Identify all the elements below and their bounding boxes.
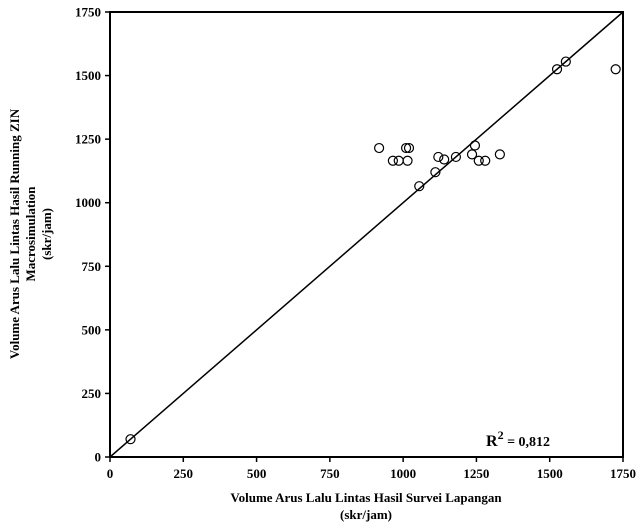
y-tick-label: 500	[82, 322, 102, 337]
data-point	[433, 151, 444, 163]
y-tick-label: 1000	[75, 195, 101, 210]
r-squared-annotation: R2 = 0,812	[486, 428, 550, 450]
data-point	[439, 154, 450, 165]
data-point	[450, 151, 462, 163]
plot-frame	[109, 11, 624, 458]
data-point	[560, 56, 571, 67]
data-point	[402, 155, 413, 166]
y-tick-label: 750	[82, 259, 102, 274]
y-axis-title-line-1: Volume Arus Lalu Lintas Hasil Running ZI…	[7, 108, 22, 359]
x-tick-label: 500	[247, 466, 267, 481]
y-axis-title-line-2: Macrosimulation	[23, 186, 38, 282]
data-point	[400, 142, 412, 154]
x-tick-label: 1250	[463, 466, 489, 481]
data-point	[610, 64, 621, 75]
data-point	[469, 140, 481, 151]
y-axis-ticks: 0 250 500 750 1000 1250 1500 1750	[75, 5, 110, 465]
r-squared-value: = 0,812	[504, 435, 550, 450]
x-tick-label: 1500	[537, 466, 563, 481]
data-point	[480, 155, 491, 166]
data-point	[473, 155, 484, 166]
data-point	[393, 155, 404, 166]
x-tick-label: 250	[174, 466, 194, 481]
data-point	[466, 149, 478, 160]
data-point	[414, 181, 425, 192]
x-tick-label: 1000	[390, 466, 416, 481]
x-tick-label: 0	[107, 466, 114, 481]
data-point	[494, 149, 505, 160]
data-point	[403, 142, 415, 154]
data-point	[374, 142, 385, 154]
data-point	[125, 434, 136, 445]
y-axis-title-line-3: (skr/jam)	[39, 208, 54, 260]
plot-area	[109, 11, 624, 458]
y-tick-label: 1250	[75, 132, 101, 147]
data-point	[430, 167, 441, 178]
y-tick-label: 1500	[75, 68, 101, 83]
data-point	[387, 155, 398, 166]
y-tick-label: 1750	[75, 5, 101, 20]
r-squared-label: R	[486, 433, 498, 450]
x-axis-ticks: 0 250 500 750 1000 1250 1500 1750	[107, 457, 636, 481]
x-axis-title-line-1: Volume Arus Lalu Lintas Hasil Survei Lap…	[230, 490, 502, 505]
r-squared-exponent: 2	[498, 428, 504, 442]
reference-line-y-equals-x	[109, 11, 624, 458]
data-point	[551, 64, 563, 75]
x-axis-title-line-2: (skr/jam)	[340, 507, 392, 522]
y-tick-label: 250	[82, 386, 102, 401]
x-tick-label: 750	[320, 466, 340, 481]
x-tick-label: 1750	[610, 466, 636, 481]
y-tick-label: 0	[95, 450, 102, 465]
data-points	[125, 56, 621, 445]
